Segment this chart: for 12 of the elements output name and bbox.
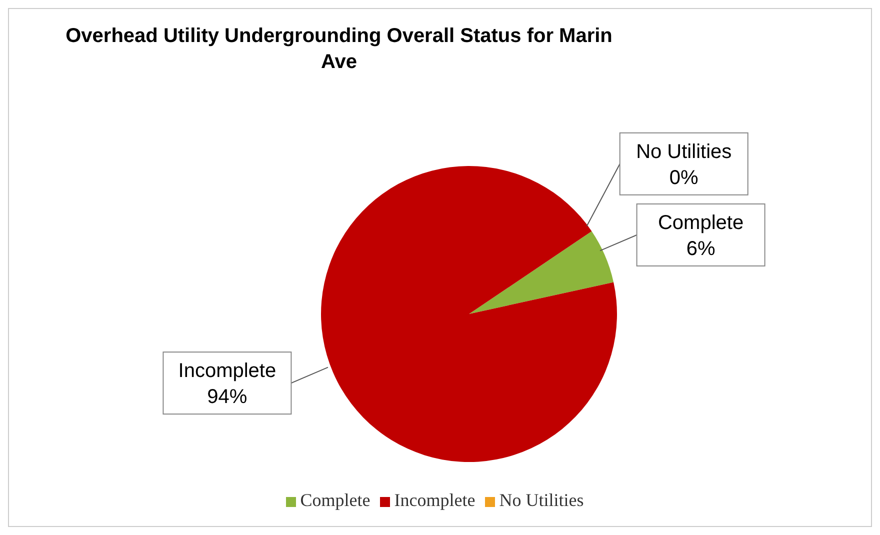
pie-slice xyxy=(469,231,614,314)
text: 0% xyxy=(669,166,698,189)
data-label: 94% xyxy=(207,386,248,408)
slice-label: Complete xyxy=(658,212,744,234)
category-label: No Utilities xyxy=(636,140,732,163)
data-label: 6% xyxy=(686,238,716,260)
legend-label: No Utilities xyxy=(499,490,584,510)
legend-label: Complete xyxy=(300,490,370,510)
chart-title: Overhead Utility Undergrounding Overall Status for Marin Ave xyxy=(64,24,614,75)
pie-slice xyxy=(321,166,617,462)
legend-label: Incomplete xyxy=(394,490,476,510)
slice-label: Incomplete xyxy=(178,360,276,382)
